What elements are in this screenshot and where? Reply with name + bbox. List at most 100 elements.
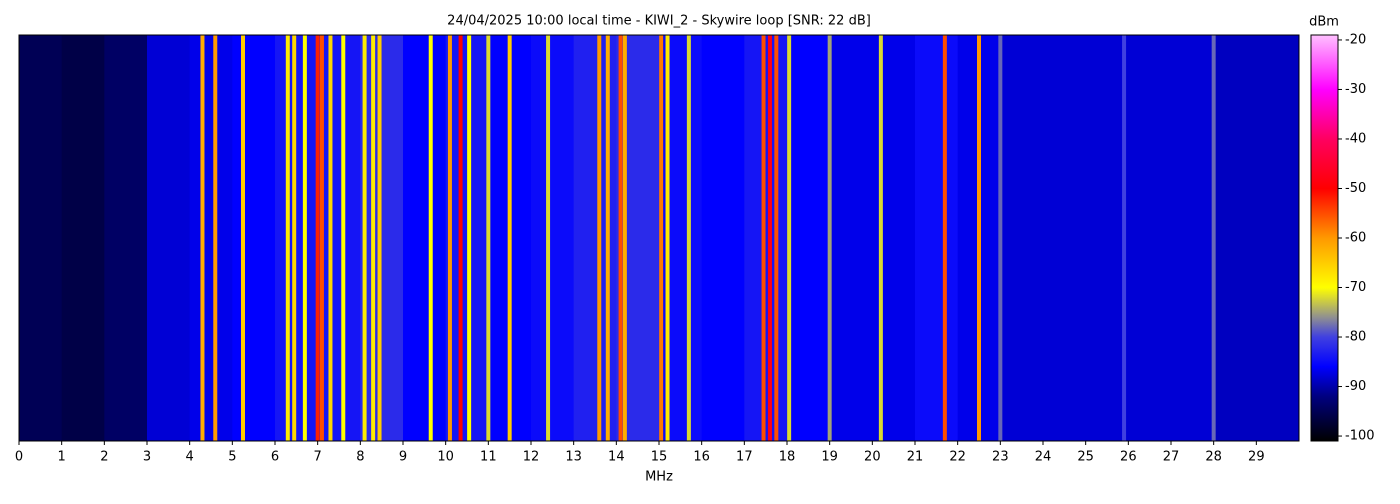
x-tick-label: 10 — [437, 450, 454, 465]
noise-band — [573, 35, 617, 441]
signal-line — [467, 35, 472, 441]
signal-line — [878, 35, 883, 441]
signal-line — [1122, 35, 1127, 441]
colorbar-tick-label: -100 — [1345, 429, 1375, 444]
noise-band — [787, 35, 831, 441]
noise-band — [1256, 35, 1300, 441]
signal-line — [507, 35, 512, 441]
noise-band — [915, 35, 959, 441]
x-tick-label: 22 — [949, 450, 966, 465]
signal-line — [302, 35, 307, 441]
colorbar-label: dBm — [1309, 15, 1339, 30]
signal-line — [200, 35, 205, 441]
noise-band — [61, 35, 105, 441]
noise-band — [872, 35, 916, 441]
signal-line — [827, 35, 832, 441]
chart-title: 24/04/2025 10:00 local time - KIWI_2 - S… — [447, 14, 871, 29]
x-tick-label: 16 — [693, 450, 710, 465]
noise-band — [659, 35, 703, 441]
x-axis-label: MHz — [645, 470, 673, 485]
colorbar-tick-label: -50 — [1345, 181, 1366, 196]
x-tick-label: 5 — [228, 450, 236, 465]
noise-band — [701, 35, 745, 441]
signal-line — [341, 35, 346, 441]
x-tick-label: 2 — [100, 450, 108, 465]
noise-band — [403, 35, 447, 441]
signal-line — [315, 35, 320, 441]
noise-band — [189, 35, 233, 441]
noise-band — [1171, 35, 1215, 441]
signal-line — [787, 35, 792, 441]
x-tick-label: 27 — [1163, 450, 1180, 465]
noise-band — [829, 35, 873, 441]
plot-area — [19, 35, 1300, 441]
signal-line — [285, 35, 290, 441]
x-tick-label: 26 — [1120, 450, 1137, 465]
signal-line — [761, 35, 766, 441]
signal-line — [618, 35, 623, 441]
colorbar-tick-label: -20 — [1345, 32, 1366, 47]
signal-line — [328, 35, 333, 441]
x-tick-label: 14 — [608, 450, 625, 465]
signal-line — [998, 35, 1003, 441]
x-tick-label: 17 — [736, 450, 753, 465]
x-tick-label: 3 — [143, 450, 151, 465]
x-tick-label: 12 — [523, 450, 540, 465]
x-tick-label: 8 — [356, 450, 364, 465]
x-tick-label: 0 — [15, 450, 23, 465]
noise-band — [275, 35, 319, 441]
signal-line — [774, 35, 779, 441]
x-tick-label: 24 — [1035, 450, 1052, 465]
signal-line — [319, 35, 324, 441]
noise-band — [744, 35, 788, 441]
colorbar-tick-label: -80 — [1345, 330, 1366, 345]
signal-line — [597, 35, 602, 441]
signal-line — [659, 35, 664, 441]
noise-band — [531, 35, 575, 441]
x-tick-label: 15 — [651, 450, 668, 465]
signal-line — [292, 35, 297, 441]
signal-line — [447, 35, 452, 441]
colorbar-tick-label: -70 — [1345, 280, 1366, 295]
signal-line — [428, 35, 433, 441]
signal-line — [213, 35, 218, 441]
x-tick-label: 13 — [565, 450, 582, 465]
noise-band — [1000, 35, 1044, 441]
x-tick-label: 29 — [1248, 450, 1265, 465]
x-tick-label: 6 — [271, 450, 279, 465]
x-tick-label: 21 — [907, 450, 924, 465]
x-tick-label: 20 — [864, 450, 881, 465]
x-tick-label: 25 — [1077, 450, 1094, 465]
noise-band — [360, 35, 404, 441]
colorbar-tick-label: -90 — [1345, 379, 1366, 394]
x-tick-label: 19 — [821, 450, 838, 465]
x-tick-label: 4 — [186, 450, 194, 465]
signal-line — [486, 35, 491, 441]
noise-band — [317, 35, 361, 441]
x-tick-label: 23 — [992, 450, 1009, 465]
signal-line — [377, 35, 382, 441]
noise-band — [232, 35, 276, 441]
colorbar — [1310, 34, 1339, 442]
signal-line — [241, 35, 245, 441]
signal-line — [622, 35, 627, 441]
x-tick-label: 11 — [480, 450, 497, 465]
signal-line — [605, 35, 610, 441]
signal-line — [371, 35, 376, 441]
noise-band — [1213, 35, 1257, 441]
noise-band — [1043, 35, 1087, 441]
signal-line — [1211, 35, 1216, 441]
x-tick-label: 28 — [1205, 450, 1222, 465]
signal-line — [767, 35, 772, 441]
signal-line — [686, 35, 691, 441]
signal-line — [977, 35, 981, 441]
x-tick-label: 9 — [399, 450, 407, 465]
signal-line — [665, 35, 670, 441]
signal-line — [458, 35, 463, 441]
colorbar-tick-label: -60 — [1345, 231, 1366, 246]
x-tick-label: 18 — [779, 450, 796, 465]
noise-band — [1128, 35, 1172, 441]
noise-band — [147, 35, 191, 441]
noise-band — [1085, 35, 1129, 441]
